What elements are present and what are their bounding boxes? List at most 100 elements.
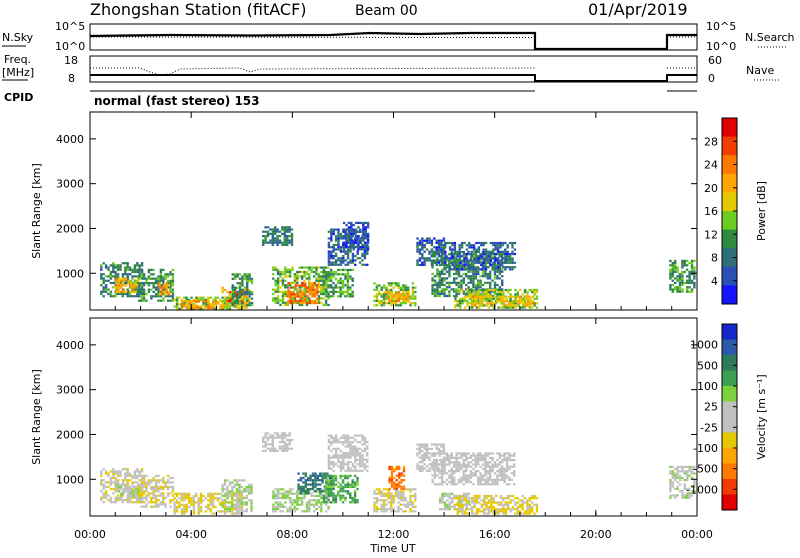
power-cell	[527, 302, 529, 304]
vel-cell	[330, 437, 332, 439]
power-cell	[162, 275, 164, 277]
vel-cell	[496, 477, 498, 479]
vel-cell	[443, 470, 445, 472]
vel-cell	[536, 504, 538, 506]
power-cell	[383, 304, 385, 306]
vel-cell	[241, 495, 243, 497]
power-cell	[499, 271, 501, 273]
vel-cell	[107, 481, 109, 483]
vel-cell	[356, 499, 358, 501]
vel-cell	[287, 495, 289, 497]
vel-cell	[229, 501, 231, 503]
power-cell	[470, 271, 472, 273]
power-cell	[181, 302, 183, 304]
vel-cell	[388, 481, 390, 483]
vel-cell	[115, 477, 117, 479]
vel-cell	[349, 495, 351, 497]
power-cell	[243, 296, 245, 298]
vel-cell	[449, 506, 451, 508]
vel-cell	[352, 499, 354, 501]
power-cell	[367, 248, 369, 250]
vel-cell	[485, 495, 487, 497]
power-cell	[497, 293, 499, 295]
power-cell	[436, 271, 438, 273]
power-cell	[390, 282, 392, 284]
power-cell	[282, 278, 284, 280]
power-cell	[320, 271, 322, 273]
power-colorbar-tick-label: 4	[711, 275, 718, 288]
vel-cell	[467, 457, 469, 459]
power-cell	[672, 273, 674, 275]
power-cell	[333, 248, 335, 250]
power-cell	[360, 237, 362, 239]
power-cell	[482, 284, 484, 286]
power-cell	[292, 300, 294, 302]
vel-cell	[477, 459, 479, 461]
power-cell	[100, 267, 102, 269]
vel-cell	[396, 479, 398, 481]
power-cell	[403, 296, 405, 298]
power-cell	[328, 273, 330, 275]
vel-cell	[332, 479, 334, 481]
power-cell	[488, 291, 490, 293]
power-cell	[466, 291, 468, 293]
power-cell	[461, 266, 463, 268]
power-cell	[141, 289, 143, 291]
power-cell	[509, 298, 511, 300]
power-cell	[335, 253, 337, 255]
power-cell	[303, 271, 305, 273]
power-cell	[210, 307, 212, 309]
vel-cell	[521, 502, 523, 504]
power-cell	[448, 284, 450, 286]
power-cell	[145, 280, 147, 282]
vel-cell	[311, 499, 313, 501]
power-cell	[167, 295, 169, 297]
power-cell	[190, 297, 192, 299]
vel-cell	[443, 443, 445, 445]
power-cell	[335, 273, 337, 275]
power-cell	[328, 259, 330, 261]
power-cell	[419, 259, 421, 261]
vel-cell	[424, 443, 426, 445]
vel-cell	[134, 473, 136, 475]
vel-cell	[419, 470, 421, 472]
power-cell	[161, 287, 163, 289]
power-cell	[436, 275, 438, 277]
vel-cell	[419, 457, 421, 459]
power-cell	[505, 298, 507, 300]
power-cell	[157, 275, 159, 277]
vel-cell	[231, 502, 233, 504]
power-cell	[373, 295, 375, 297]
vel-cell	[373, 510, 375, 512]
power-cell	[512, 307, 514, 309]
power-cell	[447, 264, 449, 266]
power-cell	[360, 248, 362, 250]
vel-cell	[110, 481, 112, 483]
power-cell	[436, 264, 438, 266]
vel-cell	[188, 493, 190, 495]
vel-cell	[288, 432, 290, 434]
power-cell	[272, 231, 274, 233]
vel-cell	[224, 513, 226, 515]
power-cell	[502, 257, 504, 259]
vel-cell	[457, 504, 459, 506]
power-cell	[272, 235, 274, 237]
vel-cell	[460, 477, 462, 479]
power-cell	[284, 280, 286, 282]
vel-cell	[347, 441, 349, 443]
vel-cell	[246, 495, 248, 497]
power-cell	[330, 257, 332, 259]
vel-cell	[181, 493, 183, 495]
power-cell	[267, 226, 269, 228]
vel-cell	[238, 484, 240, 486]
power-cell	[316, 284, 318, 286]
power-cell	[148, 269, 150, 271]
vel-cell	[354, 454, 356, 456]
power-cell	[311, 269, 313, 271]
vel-cell	[517, 502, 519, 504]
power-cell	[352, 293, 354, 295]
vel-cell	[282, 493, 284, 495]
vel-cell	[383, 510, 385, 512]
vel-cell	[496, 470, 498, 472]
power-cell	[373, 300, 375, 302]
